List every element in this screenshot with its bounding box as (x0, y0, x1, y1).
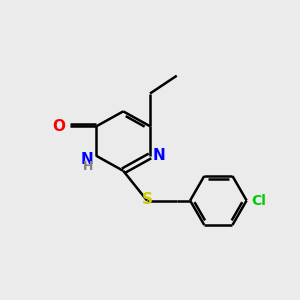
Text: N: N (153, 148, 166, 164)
Text: H: H (83, 160, 94, 173)
Text: O: O (52, 119, 65, 134)
Text: N: N (81, 152, 94, 167)
Text: Cl: Cl (251, 194, 266, 208)
Text: S: S (142, 192, 152, 207)
